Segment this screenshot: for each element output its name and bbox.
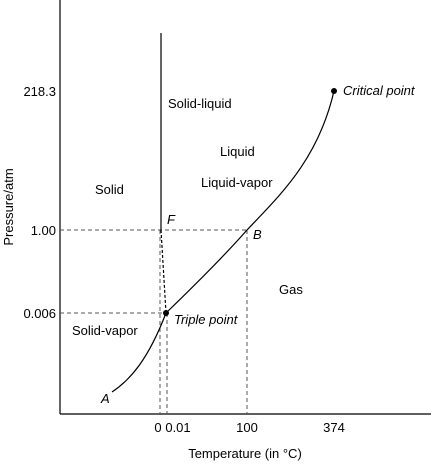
x-tick-label: 0.01: [165, 420, 190, 435]
region-label-liquid: Liquid: [220, 144, 255, 159]
region-label-liquid-vapor: Liquid-vapor: [201, 175, 273, 190]
critical-point-marker: [331, 88, 337, 94]
x-tick-label: 100: [236, 420, 258, 435]
x-tick-label: 0: [154, 420, 161, 435]
x-tick-label: 374: [323, 420, 345, 435]
melting-curve-dashed: [160, 229, 167, 314]
y-tick-label: 218.3: [23, 84, 56, 99]
vaporization-curve: [165, 90, 335, 314]
point-label-critical: Critical point: [343, 83, 416, 98]
point-label-f: F: [167, 212, 176, 227]
y-tick-label: 1.00: [31, 223, 56, 238]
triple-point-marker: [163, 310, 169, 316]
y-axis-title: Pressure/atm: [1, 168, 16, 245]
y-tick-label: 0.006: [23, 306, 56, 321]
sublimation-curve: [111, 312, 167, 393]
x-axis-title: Temperature (in °C): [188, 446, 302, 461]
point-label-a: A: [100, 391, 110, 406]
region-label-gas: Gas: [279, 282, 303, 297]
region-label-solid-vapor: Solid-vapor: [72, 323, 138, 338]
point-label-triple: Triple point: [174, 312, 239, 327]
region-label-solid: Solid: [95, 182, 124, 197]
region-label-solid-liquid: Solid-liquid: [168, 96, 232, 111]
point-label-b: B: [253, 227, 262, 242]
